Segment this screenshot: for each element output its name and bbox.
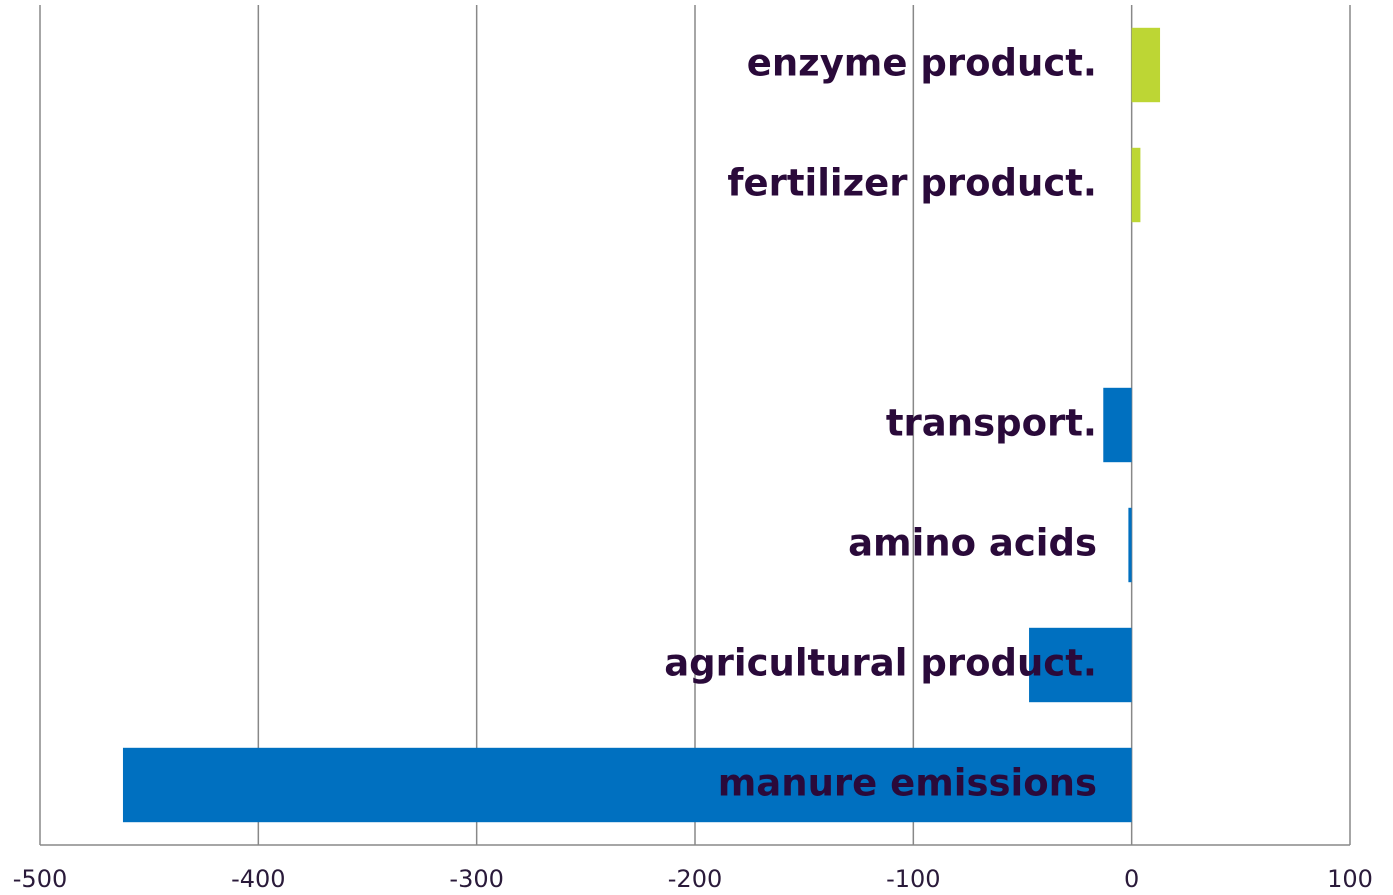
category-label: manure emissions <box>718 762 1097 805</box>
bar <box>1131 27 1161 103</box>
x-tick-label: -400 <box>231 865 285 893</box>
category-label: amino acids <box>848 522 1097 565</box>
bar <box>1128 507 1132 583</box>
category-label: fertilizer product. <box>727 162 1097 205</box>
x-tick-label: -300 <box>449 865 503 893</box>
category-label: enzyme product. <box>747 42 1097 85</box>
x-tick-label: -100 <box>886 865 940 893</box>
bar <box>1029 627 1132 703</box>
x-tick-label: -200 <box>668 865 722 893</box>
x-tick-label: 0 <box>1124 865 1139 893</box>
x-tick-label: -500 <box>13 865 67 893</box>
x-tick-label: 100 <box>1327 865 1373 893</box>
bar <box>1131 147 1141 223</box>
category-label: transport. <box>886 402 1097 445</box>
bar <box>1103 387 1132 463</box>
bar <box>122 747 1132 823</box>
category-label: agricultural product. <box>664 642 1097 685</box>
